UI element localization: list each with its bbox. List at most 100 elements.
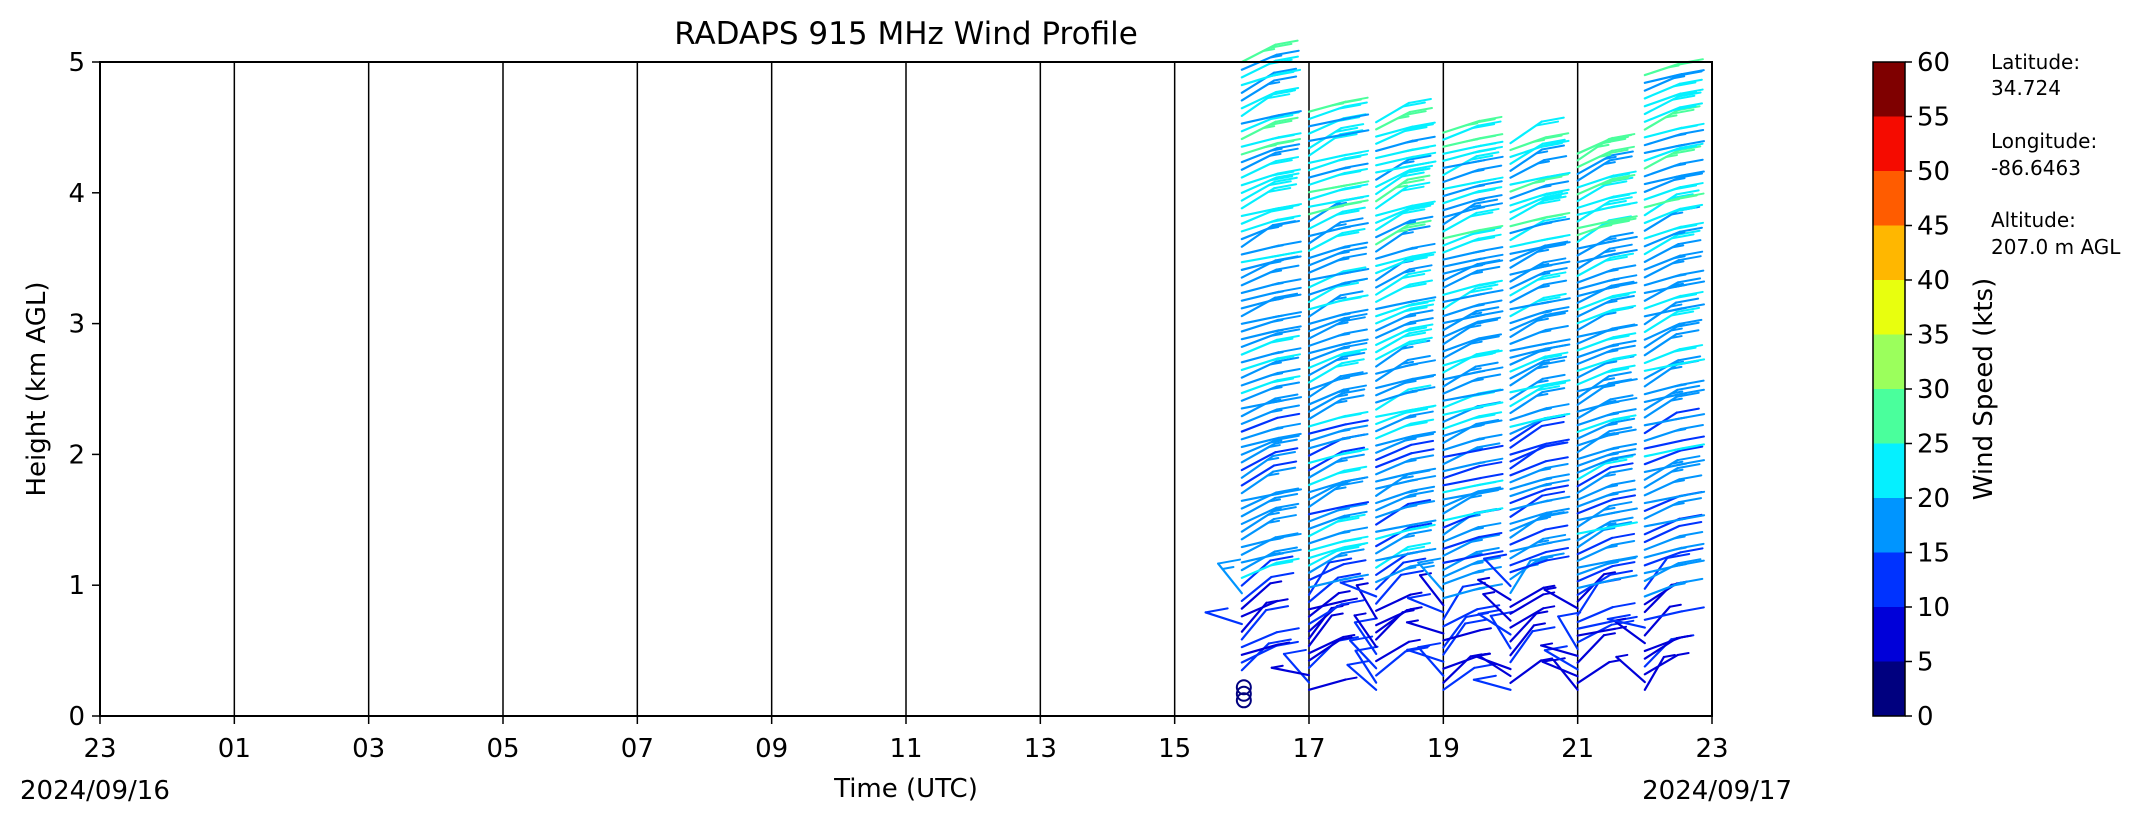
wind-barb-flag bbox=[1675, 391, 1700, 398]
wind-barb-flag bbox=[1545, 180, 1570, 187]
wind-barb-flag bbox=[1544, 351, 1569, 358]
wind-barb-half-flag bbox=[1403, 459, 1417, 464]
wind-barb-half-flag bbox=[1269, 269, 1283, 274]
wind-barb-flag bbox=[1276, 219, 1301, 226]
x-tick-label: 23 bbox=[83, 734, 116, 764]
wind-barb-flag bbox=[1405, 525, 1430, 532]
wind-barb-flag bbox=[1540, 116, 1565, 123]
chart-title: RADAPS 915 MHz Wind Profile bbox=[674, 16, 1138, 52]
wind-barb-flag bbox=[1472, 281, 1497, 288]
wind-barb-half-flag bbox=[1269, 54, 1283, 59]
wind-barb-flag bbox=[1610, 145, 1635, 152]
wind-barb-half-flag bbox=[1338, 132, 1352, 137]
wind-barb-flag bbox=[1273, 546, 1298, 553]
wind-barb bbox=[1552, 659, 1579, 691]
wind-barb-half-flag bbox=[1270, 290, 1284, 295]
wind-barb-half-flag bbox=[1603, 155, 1617, 160]
wind-barb-flag bbox=[1274, 532, 1299, 539]
wind-barb bbox=[1442, 511, 1480, 529]
wind-barb-half-flag bbox=[1470, 321, 1484, 326]
wind-barb bbox=[1307, 561, 1331, 596]
wind-barb-flag bbox=[1476, 533, 1501, 540]
colorbar-tick-label: 25 bbox=[1917, 430, 1950, 460]
wind-barb-flag bbox=[1274, 147, 1299, 154]
wind-barb-flag bbox=[1678, 497, 1703, 504]
wind-barb-flag bbox=[1282, 648, 1307, 655]
wind-barb-flag bbox=[1677, 239, 1702, 246]
colorbar-tick-label: 0 bbox=[1917, 702, 1934, 732]
wind-barb-flag bbox=[1539, 173, 1564, 180]
wind-barb-flag bbox=[1275, 49, 1300, 56]
wind-barb-half-flag bbox=[1271, 552, 1285, 557]
x-tick-label: 23 bbox=[1695, 734, 1728, 764]
wind-barb-flag bbox=[1679, 577, 1704, 584]
wind-barb-flag bbox=[1612, 339, 1637, 346]
wind-barb-flag bbox=[1603, 255, 1628, 262]
wind-barb-flag bbox=[1344, 419, 1369, 426]
wind-barb-half-flag bbox=[1469, 340, 1483, 345]
colorbar-tick-label: 10 bbox=[1917, 593, 1950, 623]
wind-barb bbox=[1477, 612, 1512, 636]
wind-barb-flag bbox=[1541, 387, 1566, 394]
wind-barb-half-flag bbox=[1394, 184, 1408, 189]
wind-barb-flag bbox=[1276, 143, 1301, 150]
wind-barb-half-flag bbox=[1270, 664, 1284, 669]
wind-barb-flag bbox=[1340, 358, 1365, 365]
wind-barb bbox=[1509, 630, 1534, 664]
wind-barb-flag bbox=[1471, 236, 1496, 243]
wind-barb-half-flag bbox=[1536, 361, 1550, 366]
wind-barb-half-flag bbox=[1270, 536, 1284, 541]
wind-barb-flag bbox=[1402, 110, 1427, 117]
wind-barb-flag bbox=[1334, 361, 1359, 368]
wind-barb bbox=[1442, 654, 1481, 670]
wind-barb-half-flag bbox=[1404, 504, 1418, 509]
wind-barb bbox=[1405, 621, 1445, 635]
wind-barb-flag bbox=[1268, 89, 1293, 96]
wind-barb-flag bbox=[1671, 94, 1696, 101]
wind-barb bbox=[1557, 615, 1579, 651]
wind-barb-flag bbox=[1673, 145, 1698, 152]
wind-barb-flag bbox=[1542, 292, 1567, 299]
wind-barb-half-flag bbox=[1403, 322, 1417, 327]
wind-barb-flag bbox=[1475, 151, 1500, 158]
wind-barb-flag bbox=[1539, 414, 1564, 421]
colorbar-segment bbox=[1873, 552, 1905, 607]
wind-barb-half-flag bbox=[1336, 389, 1350, 394]
wind-barb-half-flag bbox=[1401, 160, 1415, 165]
wind-barb-flag bbox=[1339, 577, 1364, 584]
wind-barb-flag bbox=[1337, 296, 1362, 303]
wind-barb-flag bbox=[1335, 516, 1360, 523]
wind-barb bbox=[1240, 600, 1278, 618]
wind-barb-flag bbox=[1673, 90, 1698, 97]
wind-barb-half-flag bbox=[1538, 407, 1552, 412]
wind-barb-flag bbox=[1402, 167, 1427, 174]
wind-barb-half-flag bbox=[1403, 314, 1417, 319]
wind-barb-half-flag bbox=[1472, 490, 1486, 495]
wind-barb-flag bbox=[1609, 516, 1634, 523]
wind-barb-flag bbox=[1410, 432, 1435, 439]
wind-barb-half-flag bbox=[1605, 268, 1619, 273]
wind-barb-flag bbox=[1402, 557, 1427, 564]
wind-barb bbox=[1643, 449, 1682, 466]
wind-barb bbox=[1354, 649, 1378, 684]
wind-barb-half-flag bbox=[1606, 381, 1620, 386]
wind-barb-half-flag bbox=[1670, 468, 1684, 473]
wind-barb bbox=[1543, 588, 1579, 610]
wind-barb bbox=[1240, 582, 1272, 610]
wind-barb-flag bbox=[1403, 205, 1428, 212]
wind-barb-flag bbox=[1341, 351, 1366, 358]
wind-barb-flag bbox=[1403, 126, 1428, 133]
colorbar-segment bbox=[1873, 62, 1905, 117]
wind-barb-flag bbox=[1538, 175, 1563, 182]
wind-barb-flag bbox=[1542, 195, 1567, 202]
wind-barb-flag bbox=[1275, 264, 1300, 271]
wind-barb-half-flag bbox=[1268, 398, 1282, 403]
wind-barb bbox=[1473, 654, 1512, 671]
wind-barb-flag bbox=[1475, 349, 1500, 356]
wind-barb-flag bbox=[1267, 186, 1292, 193]
wind-barb-half-flag bbox=[1606, 400, 1620, 405]
y-tick-label: 4 bbox=[68, 179, 85, 209]
wind-barb-half-flag bbox=[1333, 486, 1347, 491]
wind-barb-flag bbox=[1477, 486, 1502, 493]
wind-barb-flag bbox=[1269, 175, 1294, 182]
